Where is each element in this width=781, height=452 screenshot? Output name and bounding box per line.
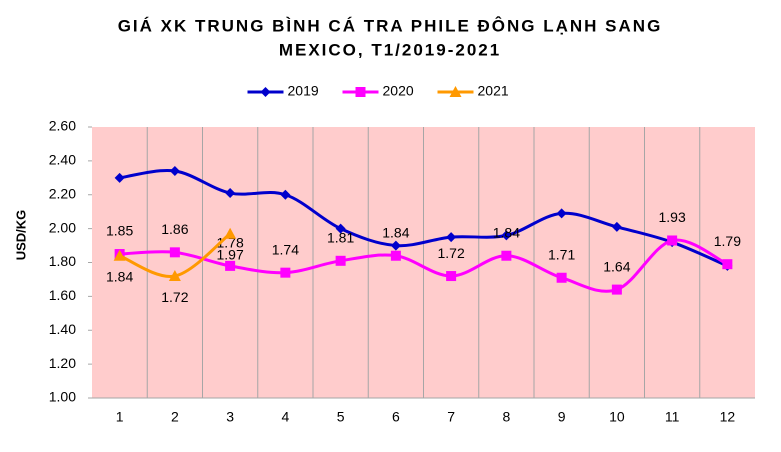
legend-marker <box>260 87 271 97</box>
marker <box>280 267 291 278</box>
marker <box>611 221 622 232</box>
data-label: 1.84 <box>106 268 133 284</box>
y-tick-label: 2.20 <box>49 185 76 201</box>
x-tick-label: 9 <box>558 409 566 425</box>
marker <box>556 272 567 283</box>
data-label: 1.86 <box>161 221 188 237</box>
y-tick-label: 2.40 <box>49 152 76 168</box>
x-tick-label: 2 <box>171 409 179 425</box>
marker <box>335 223 346 234</box>
x-tick-label: 6 <box>392 409 400 425</box>
y-axis-label: USD/KG <box>13 210 28 261</box>
data-label: 1.84 <box>382 224 409 240</box>
x-tick-label: 7 <box>447 409 455 425</box>
y-tick-label: 1.00 <box>49 389 76 405</box>
data-label: 1.93 <box>659 209 686 225</box>
marker <box>335 255 346 266</box>
marker <box>667 235 678 246</box>
chart-title: GIÁ XK TRUNG BÌNH CÁ TRA PHILE ĐÔNG LẠNH… <box>118 16 663 35</box>
marker <box>556 208 567 219</box>
marker <box>501 230 512 241</box>
marker <box>722 259 733 270</box>
marker <box>611 284 622 295</box>
marker <box>446 271 457 282</box>
x-tick-label: 12 <box>720 409 736 425</box>
marker <box>501 250 512 261</box>
data-label: 1.64 <box>603 258 630 274</box>
legend-label: 2020 <box>383 83 414 99</box>
marker <box>225 188 236 199</box>
legend-marker <box>449 86 462 97</box>
data-label: 1.84 <box>493 224 520 240</box>
marker <box>169 247 180 258</box>
x-tick-label: 4 <box>281 409 289 425</box>
marker <box>390 240 401 251</box>
x-tick-label: 8 <box>502 409 510 425</box>
data-label: 1.79 <box>714 233 741 249</box>
marker <box>224 227 237 239</box>
x-tick-label: 1 <box>116 409 124 425</box>
x-tick-label: 3 <box>226 409 234 425</box>
data-label: 1.72 <box>438 245 465 261</box>
marker <box>225 260 236 271</box>
chart-title: MEXICO, T1/2019-2021 <box>279 40 501 59</box>
y-tick-label: 2.00 <box>49 219 76 235</box>
x-tick-label: 10 <box>609 409 625 425</box>
data-label: 1.97 <box>217 246 244 262</box>
y-tick-label: 1.20 <box>49 355 76 371</box>
marker <box>168 270 181 282</box>
legend-label: 2021 <box>478 83 509 99</box>
x-tick-label: 11 <box>665 409 680 425</box>
y-tick-label: 2.60 <box>49 118 76 134</box>
y-tick-label: 1.40 <box>49 321 76 337</box>
x-tick-label: 5 <box>337 409 345 425</box>
marker <box>114 172 125 183</box>
data-label: 1.74 <box>272 241 299 257</box>
data-label: 1.71 <box>548 246 575 262</box>
marker <box>169 166 180 177</box>
legend-label: 2019 <box>288 83 319 99</box>
marker <box>446 232 457 243</box>
marker <box>390 250 401 261</box>
marker <box>113 249 126 261</box>
marker <box>280 189 291 200</box>
y-tick-label: 1.80 <box>49 253 76 269</box>
data-label: 1.85 <box>106 223 133 239</box>
data-label: 1.72 <box>161 289 188 305</box>
legend-marker <box>355 87 366 97</box>
data-label: 1.81 <box>327 230 354 246</box>
y-tick-label: 1.60 <box>49 287 76 303</box>
